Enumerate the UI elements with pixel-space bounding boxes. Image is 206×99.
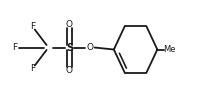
Text: O: O bbox=[86, 43, 93, 52]
Text: O: O bbox=[66, 20, 73, 29]
Text: O: O bbox=[66, 66, 73, 75]
Text: Me: Me bbox=[162, 45, 175, 54]
Text: F: F bbox=[30, 22, 35, 31]
Text: F: F bbox=[30, 64, 35, 73]
Text: F: F bbox=[12, 43, 17, 52]
Text: S: S bbox=[66, 42, 73, 53]
